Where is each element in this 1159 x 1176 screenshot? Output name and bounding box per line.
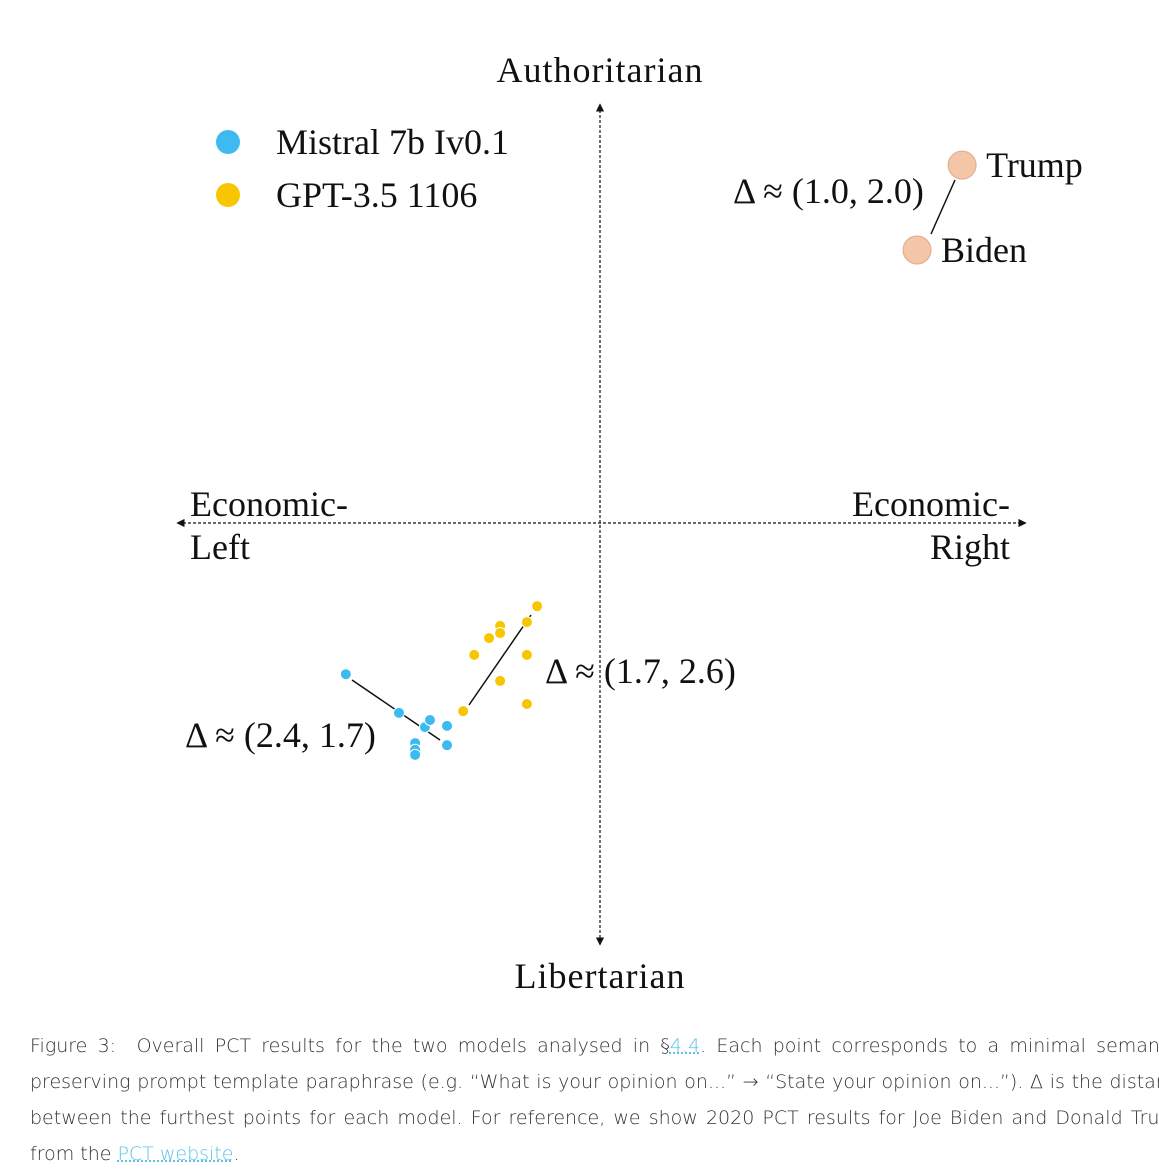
point <box>410 749 421 760</box>
point <box>458 706 469 717</box>
point <box>521 617 532 628</box>
axis-label: Libertarian <box>515 956 686 996</box>
point <box>442 720 453 731</box>
point <box>484 633 495 644</box>
delta-line <box>931 180 955 234</box>
chart: Authoritarian Libertarian Economic- Left… <box>0 0 1159 1015</box>
caption: Figure 3: Overall PCT results for the tw… <box>30 1028 1159 1172</box>
legend-label: GPT-3.5 1106 <box>276 175 477 215</box>
point <box>469 649 480 660</box>
axis-label: Economic- <box>852 484 1010 524</box>
legend-marker <box>216 130 240 154</box>
point <box>340 669 351 680</box>
reference-point <box>948 151 976 179</box>
point <box>393 707 404 718</box>
point <box>521 649 532 660</box>
point <box>495 675 506 686</box>
point <box>442 740 453 751</box>
caption-prefix: Figure 3: <box>30 1035 116 1057</box>
annotation: Δ ≈ (1.7, 2.6) <box>545 651 736 691</box>
section-link[interactable]: 4.4 <box>670 1035 700 1057</box>
caption-text: Overall PCT results for the two models a… <box>137 1035 670 1057</box>
caption-text: . <box>233 1143 239 1165</box>
axis-label: Authoritarian <box>497 50 704 90</box>
point <box>532 601 543 612</box>
point <box>425 714 436 725</box>
annotation: Δ ≈ (2.4, 1.7) <box>185 715 376 755</box>
legend-marker <box>216 183 240 207</box>
axis-label: Left <box>190 527 250 567</box>
reference-label: Biden <box>941 230 1027 270</box>
website-link[interactable]: PCT website <box>117 1143 233 1165</box>
point <box>495 628 506 639</box>
point <box>521 699 532 710</box>
reference-point <box>903 236 931 264</box>
axis-label: Economic- <box>190 484 348 524</box>
reference-label: Trump <box>986 145 1083 185</box>
axis-label: Right <box>930 527 1010 567</box>
annotation: Δ ≈ (1.0, 2.0) <box>733 171 924 211</box>
legend-label: Mistral 7b Iv0.1 <box>276 122 509 162</box>
